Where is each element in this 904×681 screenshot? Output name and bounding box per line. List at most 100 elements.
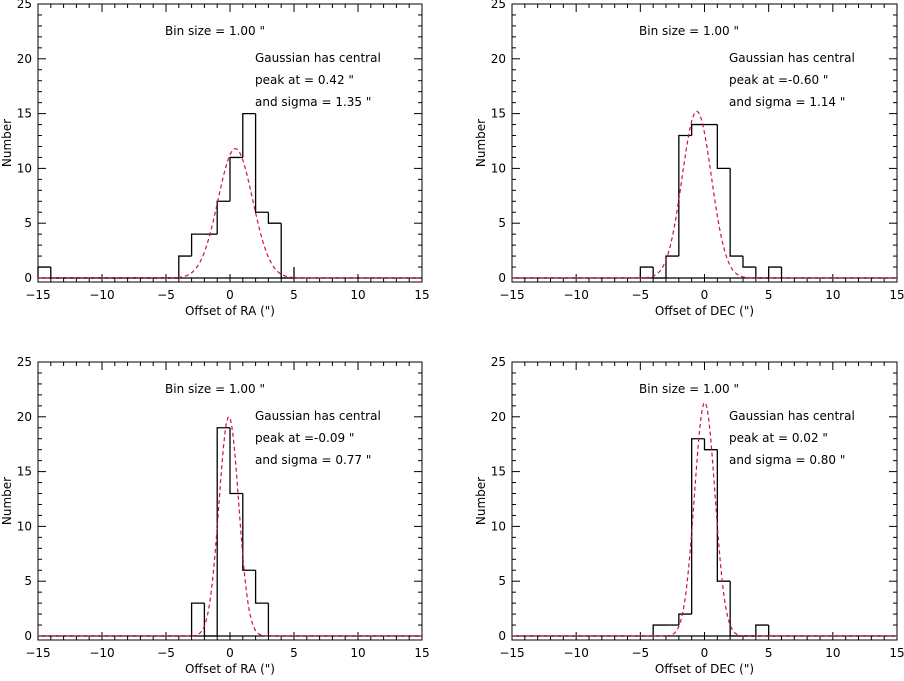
y-tick-label: 10 <box>491 519 506 533</box>
y-tick-label: 10 <box>17 519 32 533</box>
x-tick-label: −5 <box>157 288 175 302</box>
y-tick-label: 0 <box>24 629 32 643</box>
x-tick-label: 0 <box>226 646 234 660</box>
histogram-bin <box>755 267 769 279</box>
gaussian-fit-curve <box>512 401 897 637</box>
x-tick-label: 0 <box>701 288 709 302</box>
x-tick-label: −5 <box>631 646 649 660</box>
histogram-bin <box>216 200 230 235</box>
histogram-bin <box>768 266 782 278</box>
gaussian-annotation: Gaussian has central <box>255 409 381 423</box>
y-tick-label: 20 <box>491 52 506 66</box>
x-tick-label: −15 <box>25 288 50 302</box>
histogram-bin <box>729 168 743 257</box>
y-axis-label: Number <box>474 119 488 167</box>
histogram-bin <box>703 438 718 451</box>
x-tick-label: 5 <box>290 646 298 660</box>
bin-size-annotation: Bin size = 1.00 " <box>639 382 739 396</box>
y-tick-label: 10 <box>17 161 32 175</box>
histogram-bin <box>254 113 269 213</box>
x-axis-label: Offset of DEC (") <box>655 662 754 676</box>
x-tick-label: −10 <box>564 288 589 302</box>
y-tick-label: 10 <box>491 161 506 175</box>
x-tick-label: −10 <box>89 646 114 660</box>
histogram-bin <box>50 267 179 279</box>
histogram-bin <box>678 613 692 626</box>
y-tick-label: 15 <box>17 107 32 121</box>
gaussian-annotation: and sigma = 0.77 " <box>255 453 371 467</box>
x-tick-label: 0 <box>226 288 234 302</box>
bin-size-annotation: Bin size = 1.00 " <box>639 24 739 38</box>
y-axis-label: Number <box>0 119 14 167</box>
histogram-bin <box>190 233 205 257</box>
x-tick-label: −10 <box>564 646 589 660</box>
y-tick-label: 0 <box>24 271 32 285</box>
x-tick-label: 5 <box>765 646 773 660</box>
plot-frame <box>511 3 898 283</box>
panel-3: −15 −10 −5 0 5 10 15 0 5 10 15 20 25 Offset of RA (")… <box>0 355 430 676</box>
y-tick-label: 5 <box>24 216 32 230</box>
plot-frame <box>37 3 423 283</box>
gaussian-annotation: Gaussian has central <box>729 51 855 65</box>
panel-4: −15 −10 −5 0 5 10 15 0 5 10 15 20 25 Offset of DEC ("… <box>474 355 904 676</box>
histogram-bin <box>691 123 705 136</box>
x-tick-label: 5 <box>290 288 298 302</box>
histogram-bin <box>229 427 243 495</box>
y-tick-label: 15 <box>491 465 506 479</box>
bin-size-annotation: Bin size = 1.00 " <box>165 382 265 396</box>
histogram-bin <box>37 266 51 278</box>
x-tick-label: 15 <box>414 646 429 660</box>
histogram-bin <box>203 603 218 637</box>
histogram-bin <box>639 266 654 278</box>
x-tick-label: 10 <box>350 288 365 302</box>
x-tick-label: −10 <box>89 288 114 302</box>
x-tick-label: −5 <box>157 646 175 660</box>
x-tick-label: 15 <box>889 288 904 302</box>
y-tick-label: 5 <box>498 216 506 230</box>
y-tick-label: 25 <box>491 0 506 11</box>
x-axis-label: Offset of RA (") <box>185 662 275 676</box>
y-tick-label: 20 <box>17 52 32 66</box>
gaussian-annotation: and sigma = 1.35 " <box>255 95 371 109</box>
panel-2: −15 −10 −5 0 5 10 15 0 5 10 15 20 25 Offset of DEC ("… <box>474 0 904 318</box>
gaussian-annotation: peak at =-0.60 " <box>729 73 828 87</box>
histogram-bin <box>216 427 230 636</box>
gaussian-annotation: Gaussian has central <box>729 409 855 423</box>
histogram-bin <box>190 602 205 636</box>
y-tick-label: 5 <box>498 574 506 588</box>
y-tick-label: 20 <box>17 410 32 424</box>
histogram-bin <box>716 124 731 170</box>
panel-1: −15 −10 −5 0 5 10 15 0 5 10 15 20 25 Offset of RA (")… <box>0 0 430 318</box>
x-axis-label: Offset of RA (") <box>185 304 275 318</box>
histogram-bin <box>178 255 192 278</box>
histogram-bin <box>742 256 756 268</box>
x-tick-label: 10 <box>825 646 840 660</box>
gaussian-annotation: and sigma = 0.80 " <box>729 453 845 467</box>
histogram-bin <box>691 438 705 615</box>
histogram-bin <box>254 570 269 604</box>
histogram-bin <box>678 134 692 257</box>
gaussian-fit-curve <box>38 148 422 279</box>
x-tick-label: 10 <box>350 646 365 660</box>
y-tick-label: 0 <box>498 271 506 285</box>
y-tick-label: 20 <box>491 410 506 424</box>
histogram-bin <box>665 255 679 278</box>
y-tick-label: 25 <box>491 355 506 369</box>
histogram-bin <box>729 581 743 637</box>
gaussian-fit-curve <box>512 110 897 279</box>
histogram-bin <box>267 212 282 224</box>
plot-frame <box>37 361 423 641</box>
gaussian-fit-curve <box>38 416 422 637</box>
histogram-bin <box>755 624 769 636</box>
x-tick-label: −5 <box>631 288 649 302</box>
y-tick-label: 25 <box>17 355 32 369</box>
y-tick-label: 5 <box>24 574 32 588</box>
histogram-bin <box>716 449 731 582</box>
x-tick-label: −15 <box>499 288 524 302</box>
y-tick-label: 0 <box>498 629 506 643</box>
plot-frame <box>511 361 898 641</box>
y-axis-label: Number <box>0 477 14 525</box>
gaussian-annotation: and sigma = 1.14 " <box>729 95 845 109</box>
x-tick-label: 15 <box>414 288 429 302</box>
